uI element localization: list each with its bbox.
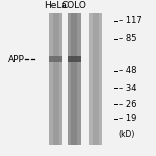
Text: COLO: COLO	[62, 1, 87, 10]
Text: APP: APP	[8, 55, 25, 64]
Text: HeLa: HeLa	[44, 1, 67, 10]
Text: (kD): (kD)	[119, 130, 135, 139]
Bar	[49, 56, 62, 62]
Text: – 19: – 19	[119, 114, 136, 123]
Text: – 117: – 117	[119, 16, 141, 25]
Bar	[68, 56, 81, 62]
Bar	[49, 13, 62, 145]
Text: – 26: – 26	[119, 100, 136, 109]
Bar	[53, 13, 58, 145]
Bar	[68, 13, 81, 145]
Bar	[93, 13, 99, 145]
Text: – 34: – 34	[119, 84, 136, 93]
Text: – 48: – 48	[119, 66, 136, 75]
Bar	[71, 13, 77, 145]
Text: – 85: – 85	[119, 34, 136, 43]
Bar	[89, 13, 102, 145]
